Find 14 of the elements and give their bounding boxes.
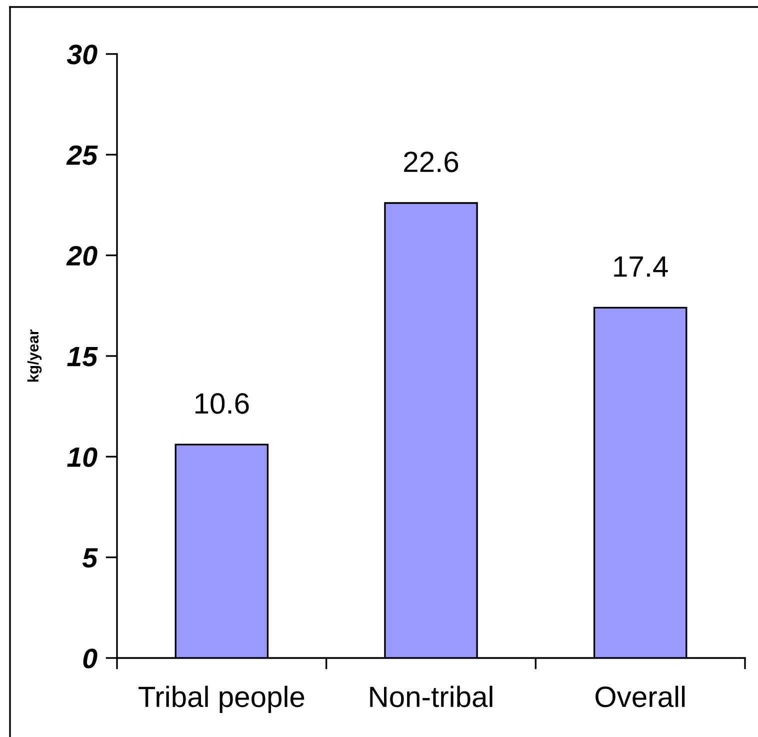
y-tick-label: 5 [82,548,98,568]
data-label: 22.6 [404,152,458,172]
x-tick-label: Non-tribal [370,686,492,708]
y-tick-label: 0 [83,648,98,668]
y-tick-label: 15 [67,346,98,366]
data-label: 10.6 [196,393,249,414]
y-axis-title: kg/year [27,329,42,382]
y-tick-label: 10 [67,447,98,468]
y-tick-label: 25 [66,145,98,166]
y-tick-label: 30 [66,44,98,64]
data-label: 17.4 [614,256,668,277]
x-tick-label: Overall [596,686,685,708]
x-tick-label: Tribal people [138,686,304,713]
y-tick-label: 20 [66,246,98,266]
